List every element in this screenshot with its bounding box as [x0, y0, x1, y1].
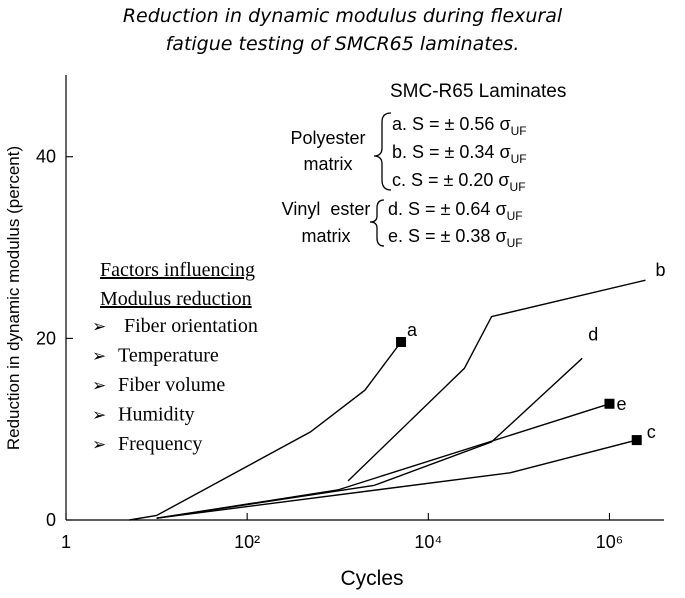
- series-b-line: [347, 279, 646, 482]
- series-layer: a b c d e: [129, 260, 666, 521]
- factor-bullet-4: ➢: [92, 435, 106, 454]
- page-title: Reduction in dynamic modulus during flex…: [0, 2, 685, 58]
- factor-item-2: Fiber volume: [118, 374, 225, 396]
- y-tick-label-2: 40: [36, 147, 56, 167]
- legend-group-polyester-line2: matrix: [304, 154, 353, 174]
- x-tick-label-2: 10⁴: [414, 532, 442, 552]
- factor-bullet-2: ➢: [92, 376, 106, 395]
- legend-entry-c: c. S = ± 0.20 σUF: [392, 170, 526, 194]
- series-c-label: c: [647, 422, 656, 442]
- series-e-end-marker: [604, 398, 615, 409]
- legend-title: SMC-R65 Laminates: [390, 81, 566, 102]
- factor-item-3: Humidity: [118, 404, 195, 426]
- series-a-end-marker: [396, 337, 407, 347]
- y-tick-label-1: 20: [36, 328, 56, 348]
- factors-heading-line2: Modulus reduction: [100, 288, 252, 310]
- series-c-end-marker: [631, 435, 642, 446]
- factor-bullet-0: ➢: [92, 317, 106, 336]
- factors-heading-line1: Factors influencing: [100, 259, 255, 281]
- x-tick-label-3: 10⁶: [596, 532, 623, 552]
- series-e-line: [156, 403, 610, 519]
- x-axis-label: Cycles: [340, 567, 403, 590]
- factor-item-1: Temperature: [118, 345, 219, 367]
- factor-item-4: Frequency: [118, 433, 202, 455]
- y-ticks: 0 20 40: [36, 147, 73, 530]
- legend-entry-e: e. S = ± 0.38 σUF: [388, 226, 523, 250]
- series-a-label: a: [407, 320, 418, 340]
- series-d-label: d: [588, 324, 598, 344]
- x-ticks: 1 10² 10⁴ 10⁶: [61, 513, 623, 552]
- title-line-1: Reduction in dynamic modulus during flex…: [122, 5, 563, 27]
- series-e-label: e: [616, 394, 626, 414]
- legend-entry-b: b. S = ± 0.34 σUF: [392, 142, 527, 166]
- factor-items: ➢ Fiber orientation ➢ Temperature ➢ Fiber vol…: [92, 315, 258, 455]
- factors-box: Factors influencing Modulus reduction ➢ F…: [92, 259, 258, 455]
- factor-bullet-1: ➢: [92, 347, 106, 366]
- y-tick-label-0: 0: [46, 510, 56, 530]
- series-c-line: [156, 439, 637, 519]
- legend-group-polyester-line1: Polyester: [290, 128, 365, 148]
- series-a-line: [129, 341, 402, 521]
- legend-brace-polyester: [373, 112, 392, 191]
- legend-brace-vinylester: [369, 199, 385, 247]
- legend-entry-d: d. S = ± 0.64 σUF: [388, 199, 523, 223]
- title-line-2: fatigue testing of SMCR65 laminates.: [165, 33, 520, 55]
- factor-bullet-3: ➢: [92, 406, 106, 425]
- factor-item-0: Fiber orientation: [124, 315, 258, 337]
- x-tick-label-0: 1: [61, 532, 71, 552]
- legend-group-vinylester-line2: matrix: [302, 226, 351, 246]
- x-tick-label-1: 10²: [234, 532, 260, 552]
- y-axis-label: Reduction in dynamic modulus (percent): [4, 146, 23, 450]
- legend: SMC-R65 Laminates Polyester matrix a. S …: [282, 81, 567, 250]
- legend-entry-a: a. S = ± 0.56 σUF: [392, 114, 527, 138]
- series-b-label: b: [656, 260, 666, 280]
- legend-group-vinylester-line1: Vinyl ester: [282, 199, 371, 219]
